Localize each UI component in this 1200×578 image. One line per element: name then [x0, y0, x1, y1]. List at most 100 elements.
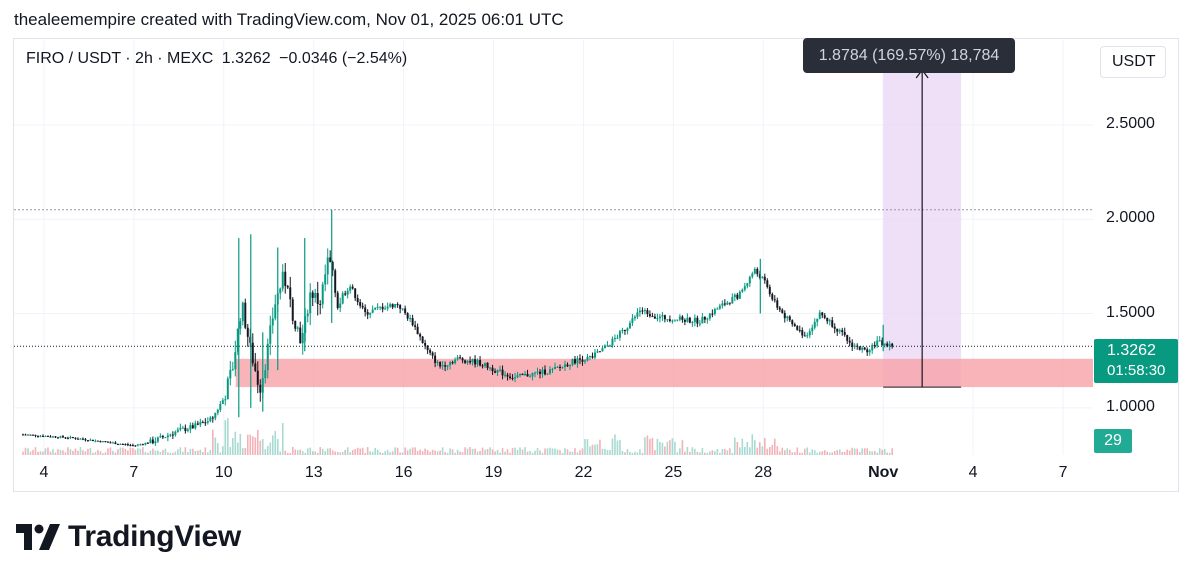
candle-body: [396, 304, 399, 306]
candle-body: [783, 312, 786, 319]
candle-body: [424, 342, 427, 346]
volume-bar: [611, 438, 614, 455]
candle-body: [818, 312, 821, 319]
candle-body: [531, 372, 534, 377]
volume-bar: [841, 452, 844, 455]
candle-body: [426, 345, 429, 351]
volume-bar: [828, 452, 831, 455]
candle-body: [701, 316, 704, 324]
volume-bar: [456, 449, 459, 455]
candle-body: [519, 373, 522, 376]
volume-bar: [821, 451, 824, 455]
volume-bar: [541, 452, 544, 455]
candle-body: [81, 438, 84, 440]
volume-bar: [79, 447, 82, 455]
volume-bar: [349, 452, 351, 455]
candle-body: [99, 441, 102, 443]
volume-bar: [239, 433, 242, 455]
volume-bar: [89, 448, 92, 455]
candle-body: [588, 356, 591, 358]
volume-bar: [759, 442, 761, 455]
volume-bar: [876, 452, 878, 455]
volume-bar: [539, 450, 541, 455]
volume-bar: [241, 448, 244, 455]
candle-body: [301, 333, 304, 344]
volume-bar: [586, 439, 589, 455]
candle-body: [216, 409, 219, 413]
volume-bar: [734, 437, 736, 455]
volume-bar: [501, 448, 504, 455]
volume-bar: [236, 442, 239, 455]
volume-bar: [414, 447, 416, 455]
candle-body: [59, 436, 62, 438]
candle-body: [771, 294, 774, 300]
tradingview-logo[interactable]: TradingView: [16, 517, 241, 557]
candle-body: [886, 343, 889, 347]
volume-bar: [751, 434, 754, 455]
volume-bar: [464, 447, 466, 455]
volume-bar: [179, 447, 182, 455]
volume-bar: [429, 451, 431, 455]
chart-attribution: thealeemempire created with TradingView.…: [14, 10, 564, 29]
volume-bar: [746, 441, 749, 455]
volume-bar: [394, 447, 396, 455]
volume-bar: [439, 450, 441, 455]
volume-bar: [22, 451, 24, 455]
candle-body: [696, 317, 699, 324]
volume-bar: [371, 451, 374, 455]
volume-bar: [331, 450, 334, 455]
y-tick-label: 1.5000: [1106, 303, 1155, 321]
candle-body: [753, 268, 756, 274]
candle-body: [476, 360, 479, 365]
volume-bar: [651, 437, 654, 455]
currency-button[interactable]: USDT: [1100, 46, 1166, 78]
volume-bar: [749, 447, 751, 455]
volume-bar: [261, 439, 264, 455]
volume-bar: [386, 449, 389, 455]
volume-bar: [871, 451, 874, 455]
candle-body: [319, 304, 322, 306]
candle-body: [374, 307, 377, 310]
volume-bar: [229, 446, 232, 455]
candle-body: [556, 366, 559, 368]
volume-bar: [244, 447, 247, 455]
volume-bar: [182, 451, 184, 455]
volume-bar: [706, 452, 709, 455]
volume-bar: [566, 449, 569, 455]
candle-body: [788, 316, 791, 321]
candle-body: [76, 438, 79, 440]
candle-body: [456, 357, 459, 360]
candle-body: [379, 306, 382, 308]
volume-bar: [142, 447, 144, 455]
volume-bar: [579, 450, 581, 455]
candle-body: [836, 328, 839, 332]
candle-body: [91, 439, 94, 442]
volume-bar: [624, 452, 626, 455]
candle-body: [494, 371, 497, 373]
symbol-info: FIRO / USDT · 2h · MEXC: [26, 50, 214, 67]
volume-bar: [888, 452, 891, 455]
volume-bar: [401, 452, 404, 455]
candle-body: [871, 344, 874, 351]
volume-bar: [534, 450, 536, 455]
candle-body: [888, 343, 891, 347]
candle-body: [848, 340, 851, 343]
candle-body: [716, 308, 719, 310]
candle-body: [661, 315, 664, 317]
candle-body: [866, 349, 869, 353]
volume-bar: [459, 451, 461, 455]
volume-bar: [486, 449, 489, 455]
candle-body: [186, 429, 189, 431]
candle-body: [768, 286, 771, 295]
volume-bar: [344, 449, 346, 455]
volume-bar: [741, 438, 744, 455]
candle-body: [196, 423, 199, 425]
candle-body: [131, 445, 134, 447]
candle-body: [169, 434, 172, 436]
volume-bar: [813, 450, 816, 455]
volume-bar: [227, 418, 229, 455]
volume-bar: [27, 448, 29, 455]
candle-body: [506, 374, 509, 377]
candle-body: [526, 373, 529, 377]
